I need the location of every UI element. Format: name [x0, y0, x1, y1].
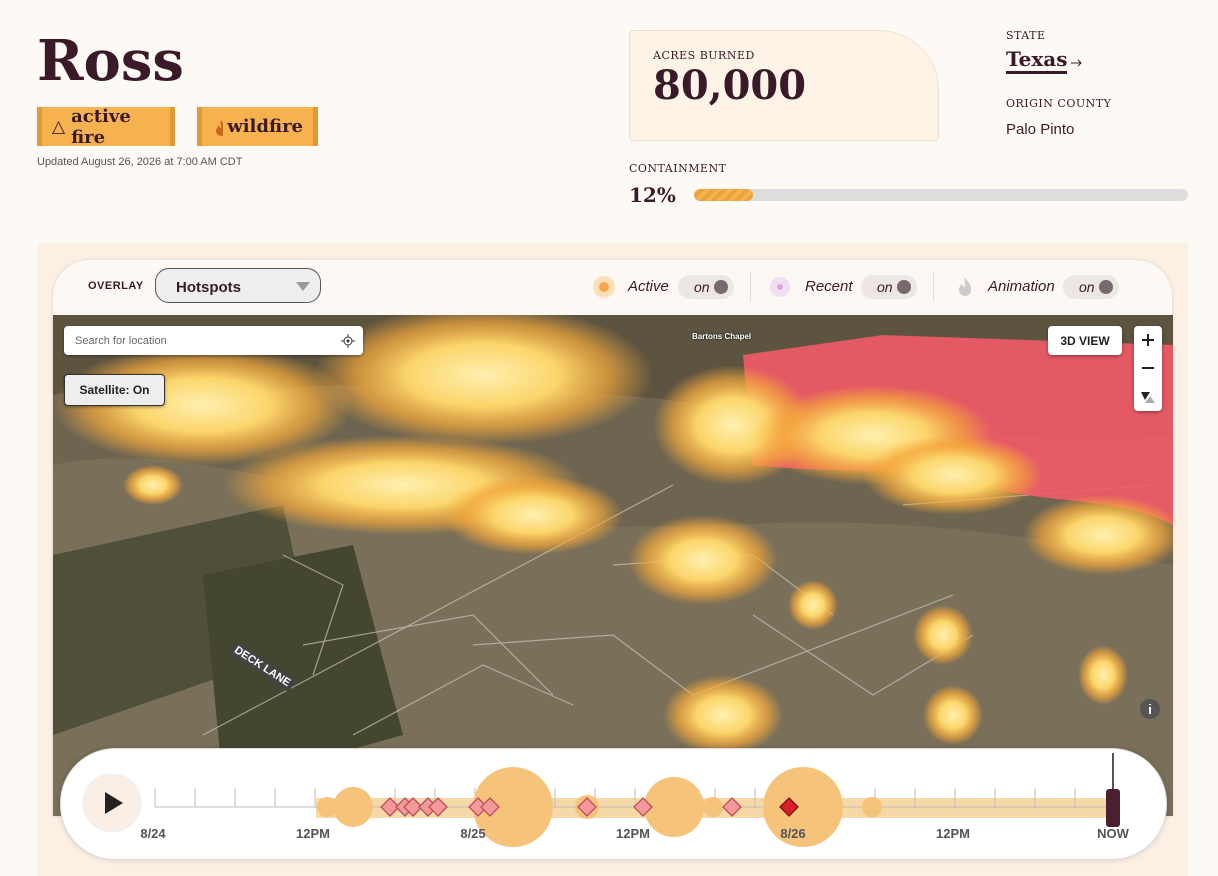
fire-name: Ross	[37, 28, 184, 94]
tag: wildfire	[197, 107, 318, 146]
timeline-label: 12PM	[616, 826, 650, 841]
timeline-label: 12PM	[296, 826, 330, 841]
zoom-controls	[1134, 326, 1162, 411]
satellite-text: Satellite: On	[79, 383, 150, 397]
compass[interactable]	[1141, 391, 1155, 403]
timeline-label: 12PM	[936, 826, 970, 841]
toggle-state: on	[1079, 279, 1095, 295]
arrow-icon	[1071, 59, 1082, 67]
tag-text: wildfire	[227, 116, 303, 137]
recent-icon	[770, 277, 790, 297]
tag: △ active fire	[37, 105, 175, 148]
toggle-label: Animation	[988, 278, 1055, 295]
zoom-in[interactable]	[1142, 334, 1154, 347]
overlay-value: Hotspots	[176, 279, 241, 296]
flame-icon	[216, 119, 224, 136]
locate-icon	[341, 334, 355, 348]
state-link[interactable]: Texas	[1006, 47, 1068, 74]
tag-text: active fire	[71, 105, 131, 148]
zoom-out[interactable]	[1142, 362, 1154, 374]
search-placeholder: Search for location	[75, 334, 167, 347]
county: Palo Pinto	[1006, 121, 1075, 138]
toggle-state: on	[694, 279, 710, 295]
info-icon[interactable]	[1139, 698, 1161, 720]
containment-label: CONTAINMENT	[629, 162, 727, 175]
timeline-label: 8/25	[460, 826, 486, 841]
acres-label: ACRES BURNED	[653, 49, 755, 62]
overlay-select[interactable]: Hotspots	[155, 268, 321, 303]
updated: Updated August 26, 2026 at 7:00 AM CDT	[37, 156, 243, 168]
state-label: STATE	[1006, 29, 1046, 42]
map	[53, 315, 1173, 816]
search-box[interactable]: Search for location	[64, 326, 363, 355]
flame-icon	[959, 277, 972, 296]
containment-value: 12%	[629, 183, 676, 207]
timeline-label: NOW	[1097, 826, 1129, 841]
3d-text: 3D VIEW	[1060, 333, 1110, 348]
acres: 80,000	[653, 62, 807, 109]
toggle-label: Active	[628, 278, 669, 295]
caret	[296, 282, 310, 291]
timeline-label: 8/26	[780, 826, 806, 841]
toggle-state: on	[877, 279, 893, 295]
toggle[interactable]: on	[678, 275, 734, 299]
3d-button[interactable]: 3D VIEW	[1048, 326, 1122, 355]
divider	[750, 272, 751, 302]
county-label: ORIGIN COUNTY	[1006, 97, 1112, 110]
timeline-label: 8/24	[140, 826, 166, 841]
place-label: Bartons Chapel	[692, 332, 752, 341]
divider	[933, 272, 934, 302]
satellite-button[interactable]: Satellite: On	[64, 374, 165, 406]
acres-card	[629, 30, 939, 141]
active-icon	[593, 276, 615, 298]
timeline-track	[82, 753, 1120, 847]
toggle[interactable]: on	[1063, 275, 1119, 299]
containment-track	[694, 189, 1188, 201]
containment-bar	[694, 189, 754, 201]
toggle[interactable]: on	[861, 275, 917, 299]
toggle-label: Recent	[805, 278, 853, 295]
overlay-label: OVERLAY	[88, 280, 144, 292]
